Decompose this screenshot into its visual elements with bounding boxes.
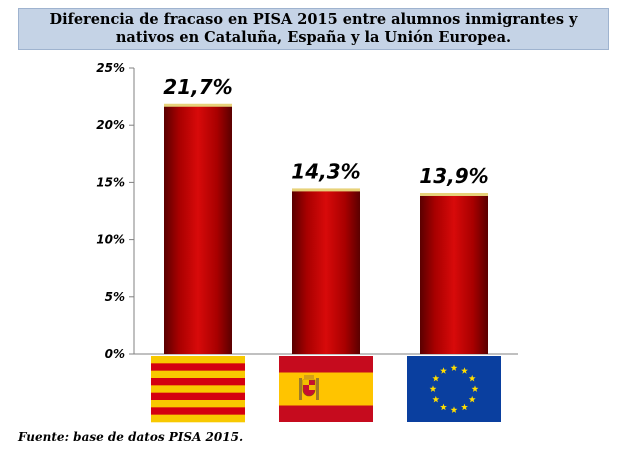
star-icon	[429, 385, 437, 392]
spain-flag	[279, 356, 373, 422]
chart-title-line-1: Diferencia de fracaso en PISA 2015 entre…	[49, 11, 578, 28]
data-label: 21,7%	[163, 75, 232, 99]
star-icon	[440, 367, 447, 374]
coat-of-arms-icon	[299, 375, 319, 400]
y-tick-label: 10%	[96, 233, 125, 247]
bar-top-cap	[164, 103, 232, 107]
star-icon	[471, 385, 479, 392]
star-icon	[440, 403, 447, 411]
star-icon	[432, 395, 440, 403]
bar-catalonia	[164, 105, 232, 354]
y-tick-label: 15%	[96, 175, 125, 189]
bar-eu	[420, 194, 488, 354]
star-icon	[461, 403, 468, 411]
catalonia-flag	[151, 356, 245, 423]
bar-spain	[292, 190, 360, 354]
eu-flag	[407, 356, 501, 422]
y-tick-label: 5%	[105, 290, 125, 304]
star-icon	[432, 374, 440, 382]
chart-title-box: Diferencia de fracaso en PISA 2015 entre…	[18, 8, 609, 50]
source-footnote: Fuente: base de datos PISA 2015.	[18, 430, 244, 444]
star-icon	[450, 364, 458, 371]
star-icon	[450, 406, 458, 413]
y-tick-label: 20%	[96, 118, 125, 132]
data-label: 13,9%	[419, 164, 488, 188]
star-icon	[468, 374, 476, 382]
bar-top-cap	[292, 188, 360, 192]
bar-top-cap	[420, 192, 488, 196]
chart-title-line-2: nativos en Cataluña, España y la Unión E…	[115, 29, 512, 46]
y-tick-label: 25%	[96, 61, 125, 75]
data-label: 14,3%	[291, 159, 360, 183]
y-tick-label: 0%	[105, 347, 125, 361]
star-icon	[468, 395, 476, 403]
star-icon	[461, 367, 468, 374]
